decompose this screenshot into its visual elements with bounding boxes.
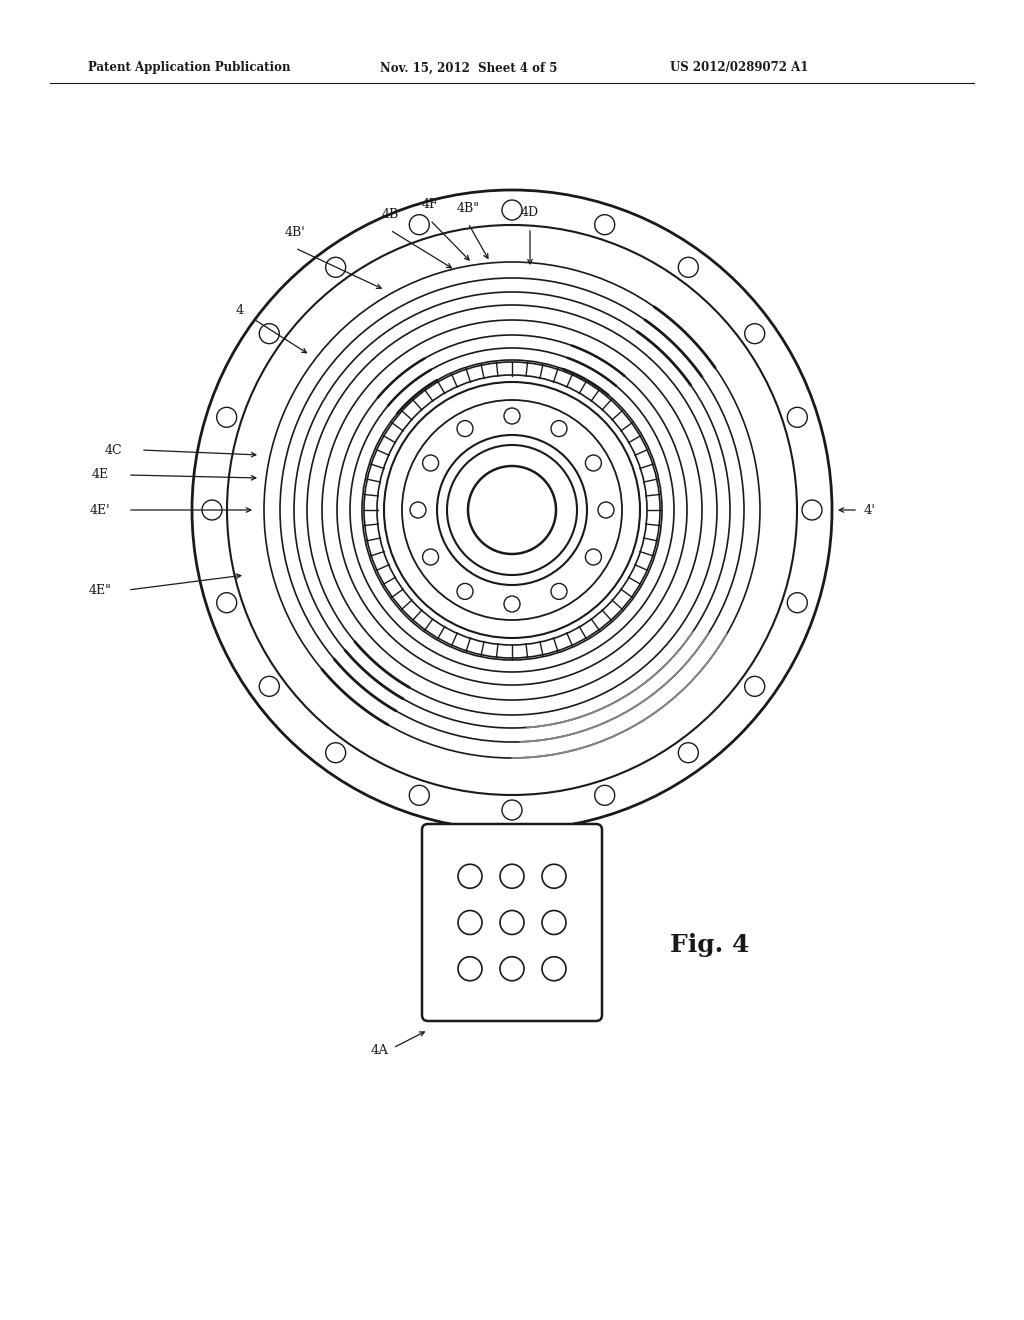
Text: 4': 4' xyxy=(864,503,876,516)
Circle shape xyxy=(326,743,346,763)
Circle shape xyxy=(595,785,614,805)
Circle shape xyxy=(542,957,566,981)
Circle shape xyxy=(504,408,520,424)
Circle shape xyxy=(787,408,807,428)
Circle shape xyxy=(457,583,473,599)
Text: 4E': 4E' xyxy=(90,503,111,516)
Circle shape xyxy=(598,502,614,517)
Circle shape xyxy=(502,201,522,220)
Text: 4E: 4E xyxy=(91,469,109,482)
Circle shape xyxy=(500,865,524,888)
Circle shape xyxy=(678,743,698,763)
Circle shape xyxy=(458,865,482,888)
Circle shape xyxy=(542,865,566,888)
Text: 4B: 4B xyxy=(381,209,398,222)
Text: 4F: 4F xyxy=(422,198,438,211)
Circle shape xyxy=(423,455,438,471)
Text: 4D: 4D xyxy=(521,206,539,219)
Circle shape xyxy=(802,500,822,520)
Circle shape xyxy=(259,323,280,343)
Text: 4A: 4A xyxy=(371,1044,389,1056)
Circle shape xyxy=(500,911,524,935)
Circle shape xyxy=(423,549,438,565)
Circle shape xyxy=(787,593,807,612)
Text: US 2012/0289072 A1: US 2012/0289072 A1 xyxy=(670,62,808,74)
Text: 4: 4 xyxy=(236,304,244,317)
Circle shape xyxy=(500,957,524,981)
Text: 4B": 4B" xyxy=(457,202,479,214)
Text: 4C: 4C xyxy=(104,444,122,457)
Circle shape xyxy=(502,800,522,820)
Circle shape xyxy=(458,911,482,935)
Circle shape xyxy=(458,957,482,981)
Circle shape xyxy=(586,455,601,471)
Circle shape xyxy=(259,676,280,697)
Circle shape xyxy=(326,257,346,277)
Circle shape xyxy=(410,502,426,517)
Circle shape xyxy=(410,215,429,235)
Circle shape xyxy=(468,466,556,554)
Text: Nov. 15, 2012  Sheet 4 of 5: Nov. 15, 2012 Sheet 4 of 5 xyxy=(380,62,557,74)
Circle shape xyxy=(744,323,765,343)
Text: 4B': 4B' xyxy=(285,227,305,239)
Circle shape xyxy=(457,421,473,437)
Circle shape xyxy=(744,676,765,697)
Circle shape xyxy=(202,500,222,520)
Circle shape xyxy=(193,190,831,830)
Circle shape xyxy=(586,549,601,565)
Circle shape xyxy=(504,597,520,612)
Text: 4E": 4E" xyxy=(88,583,112,597)
Text: Patent Application Publication: Patent Application Publication xyxy=(88,62,291,74)
Circle shape xyxy=(217,408,237,428)
Circle shape xyxy=(595,215,614,235)
Circle shape xyxy=(217,593,237,612)
Text: Fig. 4: Fig. 4 xyxy=(671,933,750,957)
FancyBboxPatch shape xyxy=(422,824,602,1020)
Circle shape xyxy=(542,911,566,935)
Circle shape xyxy=(551,421,567,437)
Circle shape xyxy=(384,381,640,638)
Circle shape xyxy=(678,257,698,277)
Circle shape xyxy=(551,583,567,599)
Circle shape xyxy=(410,785,429,805)
